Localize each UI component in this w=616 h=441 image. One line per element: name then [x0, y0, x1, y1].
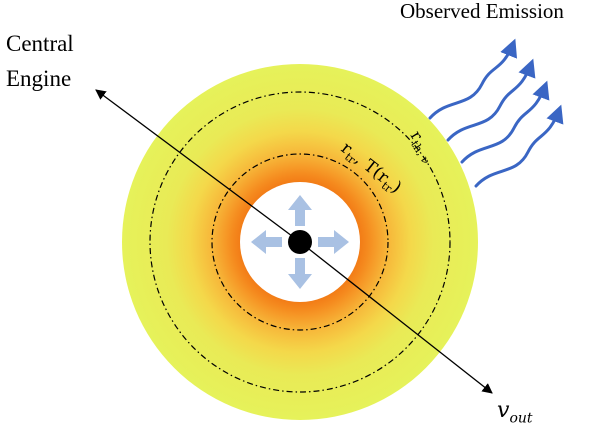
observed-emission-label: Observed Emission	[400, 0, 564, 23]
arrow-four-directions-icon	[251, 195, 349, 289]
wavy-arrow-icon	[428, 38, 564, 188]
r-tr-boundary	[211, 153, 389, 331]
central-engine-label-line2: Engine	[6, 66, 72, 91]
central-engine-pointer	[95, 89, 301, 243]
central-engine-label: Central Engine	[6, 26, 74, 96]
v-out-arrow	[299, 241, 493, 394]
r-th-nu-boundary	[149, 91, 451, 393]
v-out-label: vout	[497, 398, 533, 427]
central-engine-label-line1: Central	[6, 31, 74, 56]
